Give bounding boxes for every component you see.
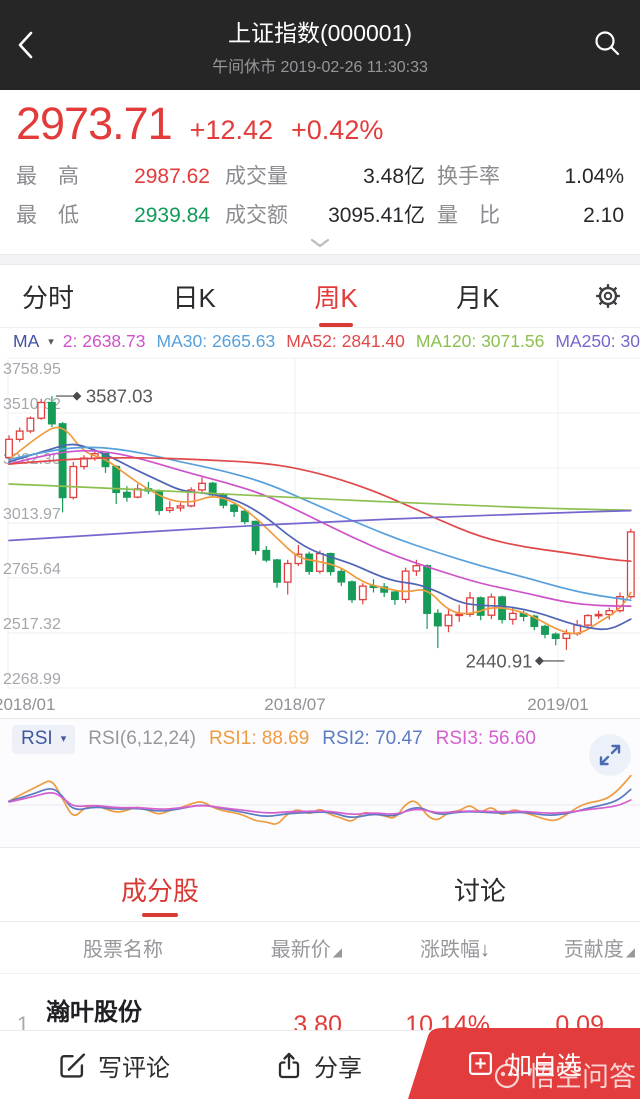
tab-daily-k[interactable]: 日K	[172, 282, 216, 313]
period-tab-bar: 分时 日K 周K 月K	[0, 265, 640, 328]
svg-text:3013.97: 3013.97	[3, 506, 61, 523]
search-button[interactable]	[592, 28, 622, 58]
write-comment-button[interactable]: 写评论	[57, 1048, 170, 1083]
back-button[interactable]	[14, 28, 40, 62]
tab-monthly-k[interactable]: 月K	[456, 282, 500, 313]
stock-name: 瀚叶股份	[46, 999, 142, 1026]
stat-value-volume: 3.48亿	[363, 165, 425, 188]
svg-text:3587.03: 3587.03	[86, 386, 153, 407]
chart-settings-button[interactable]	[594, 282, 622, 310]
expand-chart-button[interactable]	[588, 733, 632, 777]
expand-arrows-icon	[589, 734, 631, 776]
column-header-contribution[interactable]: 贡献度 ◢	[563, 939, 635, 961]
legend-item: RSI1: 88.69	[208, 728, 310, 749]
price-change: +12.42	[189, 115, 274, 145]
stat-label-turnover-rate: 换手率	[437, 165, 500, 188]
stock-table-header: 股票名称 最新价 ◢ 涨跌幅↓ 贡献度 ◢	[0, 922, 640, 974]
rsi-formula: RSI(6,12,24)	[88, 728, 196, 749]
stat-label-volume-ratio: 量 比	[437, 204, 500, 227]
expand-stats-button[interactable]	[16, 238, 624, 254]
svg-text:2765.64: 2765.64	[3, 561, 61, 578]
add-plus-icon	[469, 1052, 492, 1075]
gear-icon	[596, 284, 620, 308]
column-header-change[interactable]: 涨跌幅↓	[420, 939, 490, 961]
svg-text:2019/01: 2019/01	[527, 695, 588, 714]
stat-value-volume-ratio: 2.10	[583, 204, 624, 227]
rsi-dropdown-icon: ▾	[60, 733, 67, 745]
ma-dropdown-icon[interactable]: ▾	[48, 335, 54, 348]
legend-item: MA250: 3069.84	[555, 330, 640, 351]
kline-chart[interactable]: 3758.95 3510.62 3262.30 3013.97 2765.64 2517.…	[0, 352, 640, 717]
stat-value-turnover-rate: 1.04%	[564, 165, 624, 188]
market-status-timestamp: 午间休市 2019-02-26 11:30:33	[212, 59, 428, 76]
quote-panel: 2973.71 +12.42 +0.42% 最 高 2987.62 成交量 3.…	[0, 90, 640, 254]
rsi-legend-values: RSI1: 88.69 RSI2: 70.47 RSI3: 56.60	[209, 728, 536, 750]
page-title: 上证指数(000001)	[227, 20, 413, 46]
last-price: 2973.71	[16, 98, 173, 149]
app-header: 上证指数(000001) 午间休市 2019-02-26 11:30:33	[0, 0, 640, 90]
tab-weekly-k[interactable]: 周K	[310, 264, 361, 329]
stat-value-high: 2987.62	[134, 165, 210, 188]
rsi-chart[interactable]	[0, 759, 640, 847]
column-header-name[interactable]: 股票名称	[83, 939, 163, 961]
sort-triangle-icon: ◢	[625, 945, 635, 959]
stat-value-low: 2939.84	[134, 204, 210, 227]
svg-text:2268.99: 2268.99	[3, 671, 61, 688]
svg-text:2440.91: 2440.91	[466, 650, 533, 671]
search-icon	[595, 31, 620, 56]
rsi-dropdown-label: RSI	[21, 727, 53, 749]
stat-label-amount: 成交额	[225, 204, 288, 227]
add-watchlist-button-bg	[408, 1028, 640, 1099]
price-change-percent: +0.42%	[291, 115, 384, 145]
stat-label-volume: 成交量	[225, 165, 288, 188]
share-button[interactable]: 分享	[274, 1048, 362, 1083]
rsi-dropdown[interactable]: RSI ▾	[12, 724, 76, 754]
share-icon	[278, 1052, 300, 1078]
add-watchlist-label: 加自选	[507, 1051, 583, 1080]
share-label: 分享	[314, 1054, 362, 1082]
write-comment-label: 写评论	[98, 1054, 170, 1082]
svg-text:2018/07: 2018/07	[264, 695, 325, 714]
tab-constituents[interactable]: 成分股	[0, 858, 320, 921]
ma-legend: MA ▾ 2: 2638.73 MA30: 2665.63 MA52: 2841.4…	[0, 328, 640, 352]
ma-legend-values: 2: 2638.73 MA30: 2665.63 MA52: 2841.40 MA12…	[63, 331, 640, 352]
sort-triangle-icon: ◢	[332, 945, 342, 959]
svg-text:3510.62: 3510.62	[3, 396, 61, 413]
ma-dropdown-label[interactable]: MA	[13, 330, 40, 351]
stat-label-low: 最 低	[16, 204, 79, 227]
legend-item: RSI3: 56.60	[435, 728, 536, 749]
tab-discussion[interactable]: 讨论	[453, 876, 506, 906]
svg-text:2018/01: 2018/01	[0, 695, 55, 714]
legend-item: 2: 2638.73	[62, 330, 146, 351]
tab-minute[interactable]: 分时	[22, 282, 75, 313]
svg-text:3758.95: 3758.95	[3, 361, 61, 378]
stat-value-amount: 3095.41亿	[328, 204, 425, 227]
section-tab-bar: 成分股 讨论	[0, 858, 640, 922]
legend-item: MA30: 2665.63	[156, 330, 276, 351]
chevron-down-icon	[310, 238, 330, 248]
rsi-pane: RSI ▾ RSI(6,12,24) RSI1: 88.69 RSI2: 70.4…	[0, 718, 640, 848]
add-watchlist-button[interactable]: 加自选	[407, 1028, 640, 1099]
svg-text:2517.32: 2517.32	[3, 616, 61, 633]
legend-item: RSI2: 70.47	[322, 728, 423, 749]
column-header-price[interactable]: 最新价 ◢	[270, 939, 342, 961]
stat-label-high: 最 高	[16, 165, 79, 188]
back-chevron-icon	[18, 31, 33, 59]
sort-arrow-down-icon: ↓	[480, 939, 490, 961]
legend-item: MA120: 3071.56	[415, 330, 545, 351]
legend-item: MA52: 2841.40	[286, 330, 405, 351]
compose-icon	[60, 1052, 86, 1078]
